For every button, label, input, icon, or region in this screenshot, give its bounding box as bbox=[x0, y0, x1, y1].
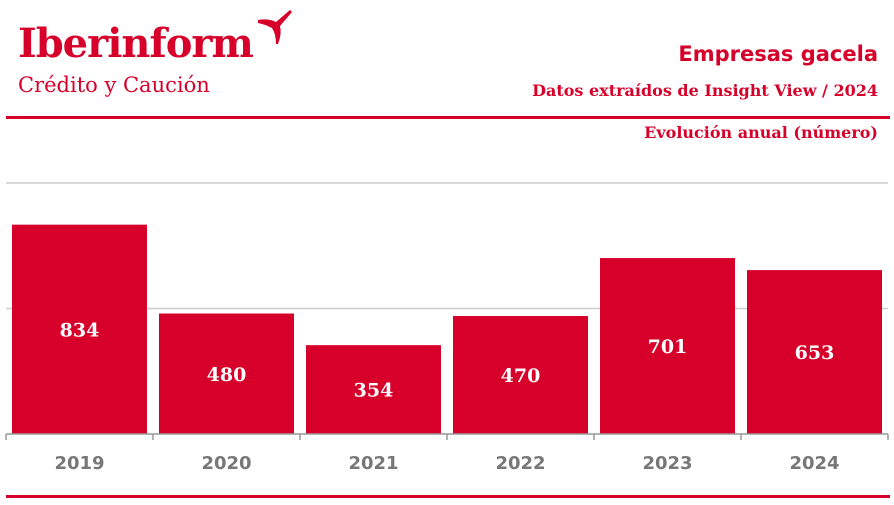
x-tick-label: 2023 bbox=[642, 453, 692, 474]
footer-divider bbox=[6, 495, 890, 498]
x-tick-label: 2020 bbox=[201, 453, 251, 474]
logo: Iberinform Crédito y Caución bbox=[18, 20, 254, 98]
bar-2022 bbox=[453, 316, 588, 434]
x-tick-label: 2024 bbox=[789, 453, 839, 474]
data-label: 470 bbox=[501, 365, 541, 387]
bar-2021 bbox=[306, 345, 441, 434]
x-tick-label: 2021 bbox=[348, 453, 398, 474]
data-label: 354 bbox=[354, 380, 394, 402]
data-label: 480 bbox=[207, 364, 247, 386]
bar-2023 bbox=[600, 258, 735, 434]
logo-tagline: Crédito y Caución bbox=[18, 73, 210, 97]
bar-2024 bbox=[747, 270, 882, 434]
data-label: 834 bbox=[60, 319, 100, 341]
page-title: Empresas gacela bbox=[678, 42, 878, 66]
data-label: 701 bbox=[648, 336, 688, 358]
data-label: 653 bbox=[795, 342, 835, 364]
header-divider bbox=[6, 116, 890, 119]
x-tick-label: 2022 bbox=[495, 453, 545, 474]
logo-bird-icon bbox=[258, 10, 292, 44]
bar-2020 bbox=[159, 313, 294, 434]
chart-title: Evolución anual (número) bbox=[644, 123, 878, 142]
logo-name: Iberinform bbox=[18, 20, 254, 67]
x-tick-label: 2019 bbox=[54, 453, 104, 474]
page-subtitle: Datos extraídos de Insight View / 2024 bbox=[532, 81, 878, 100]
bar-2019 bbox=[12, 224, 147, 434]
